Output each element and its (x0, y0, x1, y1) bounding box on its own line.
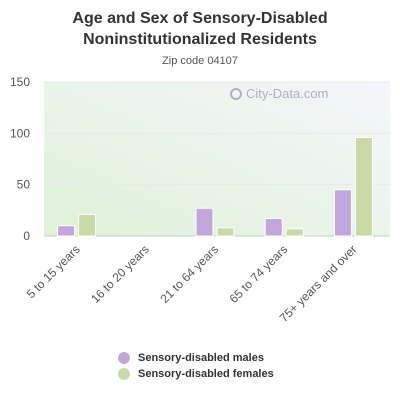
bar-males (195, 207, 214, 237)
bars (57, 136, 373, 237)
legend-swatch-males (118, 351, 130, 364)
x-tick-label: 16 to 20 years (88, 242, 152, 306)
x-tick-label: 5 to 15 years (24, 242, 83, 301)
bar-males (333, 189, 352, 237)
legend-item-males: Sensory-disabled males (118, 350, 274, 365)
x-tick-label: 21 to 64 years (157, 242, 221, 306)
bar-females (216, 227, 235, 237)
watermark-text: City-Data.com (246, 86, 329, 101)
chart-title: Age and Sex of Sensory-Disabled Noninsti… (0, 8, 400, 50)
bar-females (354, 136, 373, 237)
bar-females (78, 213, 97, 237)
chart-subtitle: Zip code 04107 (162, 55, 238, 67)
y-tick-label: 0 (23, 229, 30, 243)
x-tick-label: 75+ years and over (277, 242, 360, 325)
search-icon (230, 87, 242, 100)
watermark: City-Data.com (230, 86, 328, 101)
y-axis-tick-labels: 0 50 100 150 (10, 75, 30, 243)
bar-females (285, 228, 304, 237)
x-axis-tick-labels: 5 to 15 years 16 to 20 years 21 to 64 year… (24, 242, 360, 325)
chart-title-line-2: Noninstitutionalized Residents (83, 31, 317, 48)
x-tick-label: 65 to 74 years (227, 242, 291, 306)
bar-males (57, 225, 76, 237)
y-tick-label: 150 (10, 75, 30, 89)
legend-label-females: Sensory-disabled females (138, 367, 274, 380)
legend-item-females: Sensory-disabled females (118, 366, 274, 381)
bar-males (264, 218, 283, 237)
plot-area (44, 82, 390, 236)
legend-label-males: Sensory-disabled males (138, 351, 264, 364)
legend-swatch-females (118, 367, 130, 380)
y-tick-label: 100 (10, 126, 30, 140)
legend: Sensory-disabled males Sensory-disabled … (118, 350, 274, 382)
chart-title-line-1: Age and Sex of Sensory-Disabled (72, 10, 328, 27)
y-tick-label: 50 (17, 178, 31, 192)
